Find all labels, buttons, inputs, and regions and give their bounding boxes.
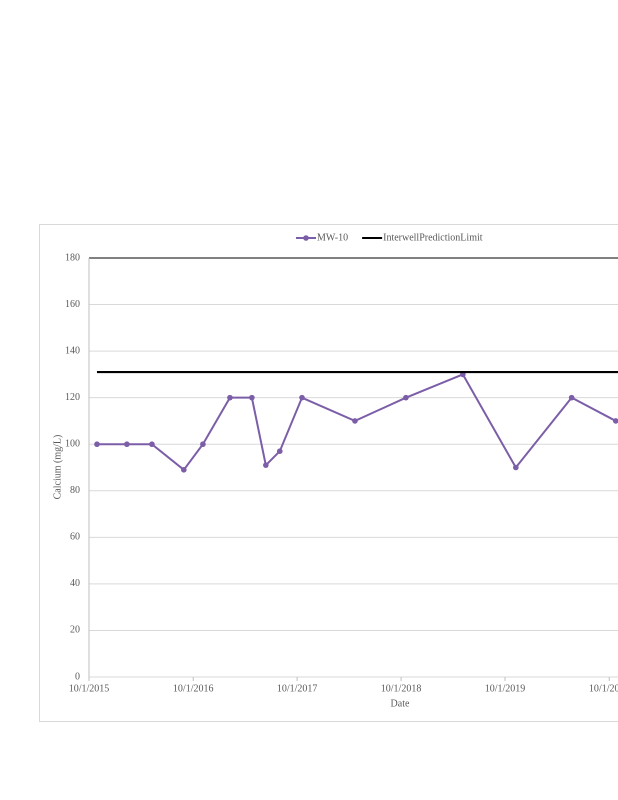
legend-label: InterwellPredictionLimit bbox=[383, 232, 483, 243]
x-tick-label: 10/1/2017 bbox=[277, 683, 318, 694]
data-point bbox=[181, 467, 187, 473]
data-point bbox=[227, 394, 233, 401]
data-point bbox=[299, 394, 305, 401]
y-tick-label: 0 bbox=[75, 671, 80, 682]
data-point bbox=[94, 441, 100, 448]
y-tick-label: 60 bbox=[70, 532, 80, 543]
data-point bbox=[612, 418, 618, 424]
y-tick-label: 20 bbox=[70, 625, 80, 636]
y-tick-label: 140 bbox=[65, 345, 80, 356]
y-axis-title: Calcium (mg/L) bbox=[52, 435, 63, 500]
x-axis-title: Date bbox=[391, 698, 410, 709]
data-point bbox=[124, 441, 130, 448]
data-point bbox=[403, 394, 409, 401]
data-point bbox=[263, 462, 269, 468]
data-point bbox=[352, 418, 358, 424]
data-point bbox=[200, 441, 206, 448]
x-tick-label: 10/1/2016 bbox=[173, 683, 214, 694]
data-point bbox=[249, 394, 255, 401]
data-point bbox=[149, 441, 155, 448]
data-point bbox=[568, 394, 575, 401]
y-tick-label: 100 bbox=[65, 439, 80, 450]
legend-label: MW-10 bbox=[317, 232, 348, 243]
x-tick-label: 10/1/2020 bbox=[589, 683, 618, 694]
y-tick-label: 180 bbox=[65, 252, 80, 263]
x-tick-label: 10/1/2019 bbox=[485, 683, 526, 694]
data-point bbox=[513, 464, 519, 471]
y-tick-label: 120 bbox=[65, 392, 80, 403]
y-tick-label: 80 bbox=[70, 485, 80, 496]
legend: MW-10 InterwellPredictionLimit bbox=[296, 232, 483, 243]
y-tick-label: 40 bbox=[70, 578, 80, 589]
data-point bbox=[276, 448, 283, 455]
x-tick-label: 10/1/2015 bbox=[69, 683, 110, 694]
x-tick-label: 10/1/2018 bbox=[381, 683, 422, 694]
y-tick-label: 160 bbox=[65, 299, 80, 310]
line-series bbox=[96, 373, 617, 472]
chart-frame bbox=[39, 224, 618, 722]
legend-marker bbox=[303, 235, 309, 241]
